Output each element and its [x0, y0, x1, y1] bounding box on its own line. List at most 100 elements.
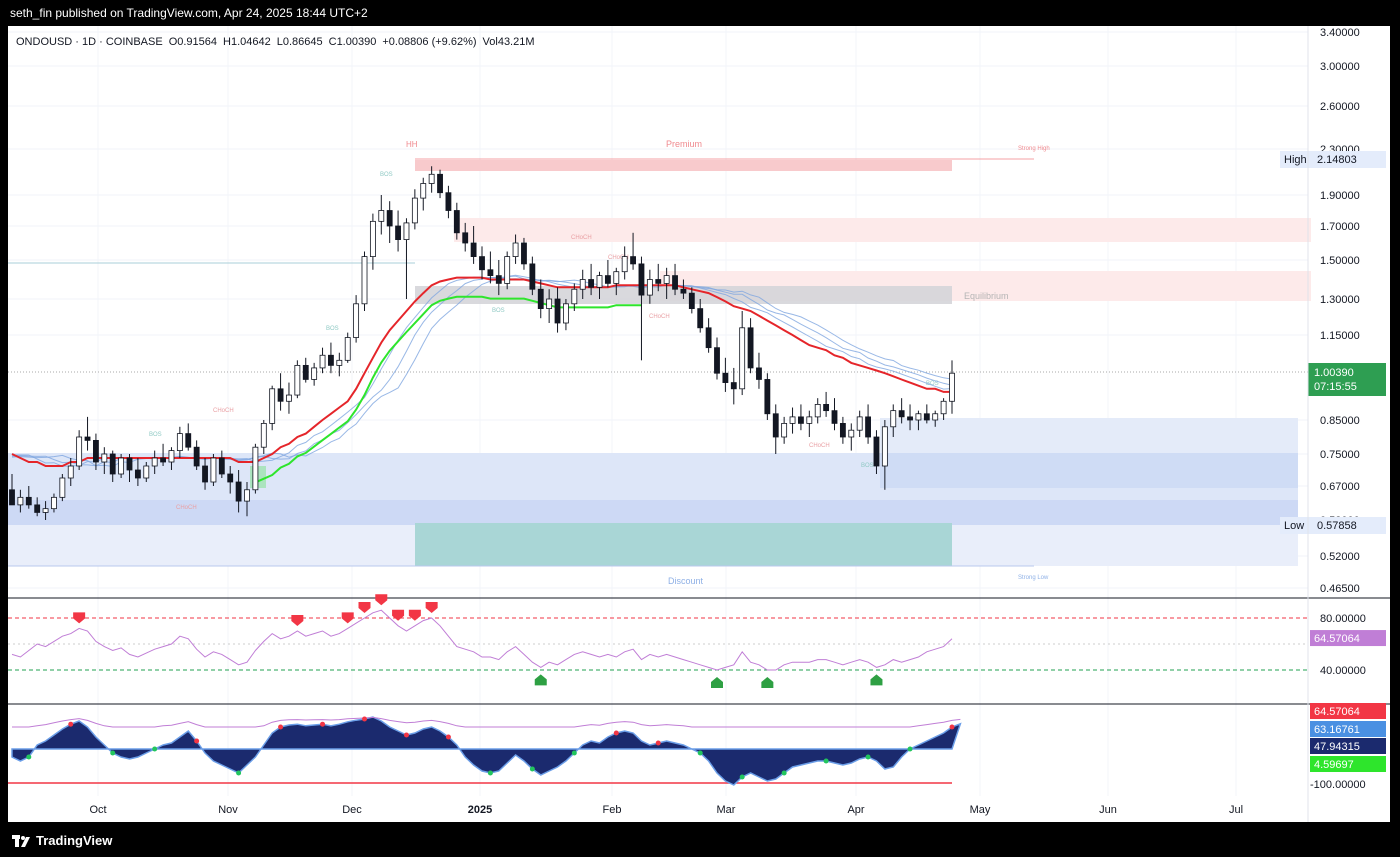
- candle-body: [420, 183, 427, 199]
- candle-body: [873, 436, 880, 467]
- rsi-sell-marker: [73, 612, 86, 624]
- candle-body: [839, 422, 846, 438]
- candle-body: [881, 426, 888, 467]
- candle-body: [739, 327, 746, 390]
- candle-body: [714, 347, 720, 374]
- candle-body: [34, 504, 41, 513]
- structure-marker: BOS: [492, 308, 505, 314]
- strong-low-label: Strong Low: [1018, 575, 1049, 581]
- price-tick: 0.46500: [1320, 583, 1360, 595]
- structure-marker: BOS: [380, 172, 393, 178]
- candle-body: [789, 416, 796, 424]
- price-tag-bg: [1308, 363, 1386, 396]
- price-tick: 0.85000: [1320, 415, 1360, 427]
- volume-text: Vol43.21M: [483, 36, 535, 48]
- trading-chart[interactable]: HH Premium Strong High Equilibrium Disco…: [8, 26, 1390, 822]
- candle-body: [579, 279, 586, 290]
- premium-zone: [415, 160, 952, 171]
- close-text: C1.00390: [329, 36, 377, 48]
- price-tick: 0.75000: [1320, 449, 1360, 461]
- structure-marker: CHoCH: [213, 408, 234, 414]
- candle-body: [613, 271, 620, 284]
- osc-value: 47.94315: [1314, 741, 1360, 753]
- candle-body: [504, 256, 511, 284]
- open-text: O0.91564: [169, 36, 217, 48]
- time-tick: Apr: [847, 804, 864, 816]
- rsi-sell-marker: [291, 615, 304, 626]
- osc-dot: [152, 746, 158, 752]
- tradingview-logo-icon: [12, 834, 30, 847]
- rsi-sell-marker: [358, 602, 371, 613]
- candle-body: [823, 404, 830, 412]
- osc-value: 63.16761: [1314, 724, 1360, 736]
- candle-body: [411, 197, 418, 224]
- candle-body: [898, 410, 905, 418]
- candle-body: [134, 469, 141, 479]
- demand-zone-4: [8, 500, 1298, 525]
- structure-marker: CHoCH: [809, 443, 830, 449]
- candle-body: [697, 308, 704, 329]
- oscillator-pane[interactable]: 64.57064 63.16761 47.94315 4.59697 -100.0000…: [8, 703, 1386, 791]
- candle-body: [344, 337, 351, 361]
- footer-bar: TradingView: [0, 824, 1400, 857]
- candle-body: [848, 429, 855, 438]
- price-tick: 1.50000: [1320, 255, 1360, 267]
- candle-body: [932, 413, 939, 421]
- chart-frame[interactable]: HH Premium Strong High Equilibrium Disco…: [8, 26, 1390, 822]
- candle-body: [646, 279, 653, 296]
- candles: [9, 166, 955, 520]
- candle-body: [546, 298, 553, 310]
- candle-body: [93, 439, 99, 463]
- strong-high-label: Strong High: [1018, 146, 1050, 152]
- candle-body: [109, 453, 116, 475]
- candle-body: [495, 275, 502, 284]
- candle-body: [260, 422, 267, 448]
- candle-body: [890, 410, 897, 428]
- candle-body: [537, 288, 544, 310]
- candle-body: [361, 256, 368, 305]
- candle-body: [403, 222, 410, 240]
- tradingview-logo[interactable]: TradingView: [12, 833, 112, 848]
- premium-label: Premium: [666, 139, 702, 149]
- candle-body: [806, 416, 813, 424]
- rsi-sell-marker: [341, 612, 354, 624]
- price-tags: High 2.14803 Low 0.57858 1.00390 07:15:5…: [1280, 151, 1386, 534]
- osc-dot: [487, 770, 493, 776]
- candle-body: [655, 279, 662, 284]
- osc-dot: [194, 738, 200, 744]
- ohlc-legend: ONDOUSD · 1D · COINBASE O0.91564 H1.04642 L…: [16, 36, 535, 48]
- rsi-pane[interactable]: 80.00000 64.57064 40.00000: [8, 594, 1386, 688]
- candle-body: [604, 275, 611, 284]
- candle-body: [554, 298, 561, 324]
- ema-ribbon: [11, 274, 953, 484]
- candle-body: [9, 489, 15, 506]
- candle-body: [831, 410, 838, 424]
- high-tag: High: [1284, 154, 1307, 166]
- osc-tick: -100.00000: [1310, 779, 1366, 791]
- candle-body: [672, 275, 678, 290]
- time-axis[interactable]: Oct Nov Dec 2025 Feb Mar Apr May Jun Jul: [89, 804, 1243, 816]
- low-value: 0.57858: [1317, 520, 1357, 532]
- osc-dot: [110, 750, 116, 756]
- discount-label: Discount: [668, 576, 704, 586]
- candle-body: [227, 473, 234, 483]
- structure-marker: CHoCH: [649, 314, 670, 320]
- candle-body: [51, 496, 57, 510]
- candle-body: [286, 394, 292, 402]
- rsi-buy-marker: [870, 674, 883, 686]
- teal-zone: [415, 523, 952, 566]
- candle-body: [59, 477, 66, 498]
- rsi-buy-marker: [534, 674, 547, 686]
- price-tick: 1.30000: [1320, 294, 1360, 306]
- osc-dot: [362, 716, 367, 722]
- candle-body: [244, 489, 250, 502]
- candle-body: [218, 457, 225, 475]
- price-axis[interactable]: 3.400003.000002.600002.300001.900001.700…: [1320, 27, 1360, 595]
- candle-body: [210, 457, 217, 483]
- symbol-text: ONDOUSD · 1D · COINBASE: [16, 36, 163, 48]
- time-tick: Nov: [218, 804, 238, 816]
- osc-dot: [823, 758, 829, 764]
- change-text: +0.08806 (+9.62%): [382, 36, 476, 48]
- candle-body: [17, 496, 24, 506]
- price-tick: 1.15000: [1320, 330, 1360, 342]
